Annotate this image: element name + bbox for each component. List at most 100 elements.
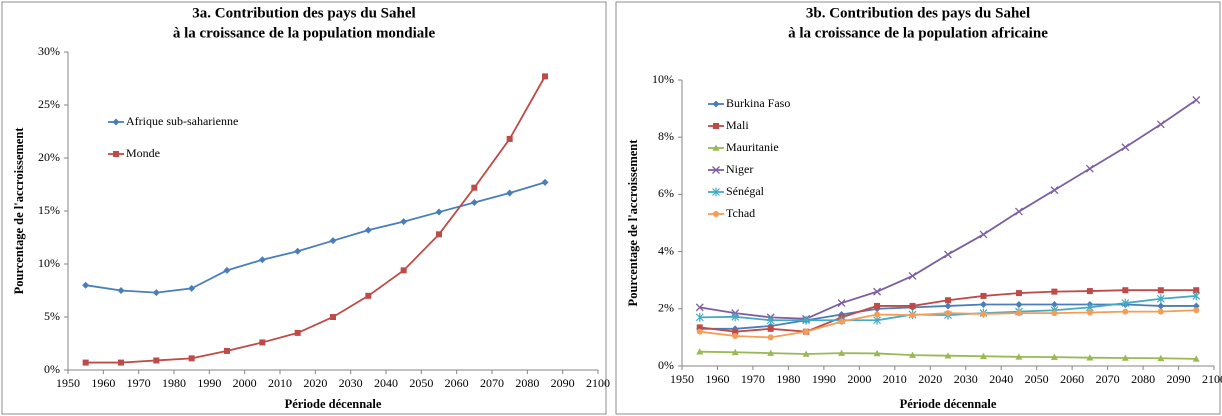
y-tick-label: 5% — [44, 309, 60, 323]
point — [188, 284, 196, 292]
point — [329, 237, 337, 245]
point — [909, 302, 916, 309]
point — [152, 289, 160, 297]
y-axis-title: Pourcentage de l'accroissement — [12, 127, 26, 295]
legend-label: Tchad — [726, 206, 755, 220]
point — [1051, 310, 1058, 317]
point — [1051, 288, 1058, 295]
point — [1086, 309, 1093, 316]
point — [1192, 291, 1201, 301]
point — [1015, 301, 1023, 309]
point — [400, 218, 408, 226]
point — [294, 329, 301, 336]
point — [696, 348, 704, 355]
point — [1122, 287, 1129, 294]
point — [1015, 310, 1022, 317]
y-tick-label: 0% — [658, 358, 674, 372]
legend-label: Mauritanie — [726, 140, 779, 154]
series-line — [85, 181, 546, 294]
point — [838, 318, 845, 325]
point — [1015, 353, 1023, 360]
point — [82, 359, 89, 366]
point — [874, 311, 881, 318]
point — [979, 230, 988, 239]
point — [1085, 164, 1094, 173]
x-tick-label: 2050 — [409, 376, 433, 390]
legend-marker — [712, 100, 720, 108]
point — [258, 256, 266, 264]
legend-marker — [713, 123, 719, 129]
point — [542, 73, 548, 80]
x-axis-title: Période décennale — [285, 397, 382, 411]
legend-label: Monde — [126, 146, 160, 160]
x-tick-label: 2080 — [515, 376, 539, 390]
point — [506, 189, 514, 197]
point — [696, 324, 703, 331]
y-tick-label: 15% — [38, 203, 60, 217]
point — [1121, 298, 1130, 308]
legend-marker — [713, 211, 719, 217]
y-tick-label: 10% — [38, 256, 60, 270]
point — [945, 297, 951, 304]
point — [731, 312, 740, 322]
x-tick-label: 1980 — [776, 372, 800, 386]
point — [470, 199, 478, 207]
point — [153, 357, 160, 364]
x-tick-label: 2040 — [374, 376, 398, 390]
x-tick-label: 1950 — [56, 376, 80, 390]
point — [980, 310, 987, 317]
panel-frame — [1, 1, 607, 415]
point — [732, 332, 739, 339]
point — [873, 349, 881, 357]
point — [224, 347, 230, 354]
point — [731, 348, 739, 356]
chart-title: 3a. Contribution des pays du Sahel — [192, 5, 415, 21]
point — [732, 328, 739, 335]
x-tick-label: 2000 — [233, 376, 257, 390]
y-axis-title: Pourcentage de l'accroissement — [626, 139, 640, 307]
point — [767, 334, 774, 341]
x-tick-label: 1970 — [741, 372, 765, 386]
point — [695, 312, 704, 322]
y-tick-label: 10% — [652, 72, 674, 86]
point — [364, 226, 372, 234]
x-tick-label: 1980 — [162, 376, 186, 390]
x-tick-label: 2100 — [1202, 372, 1222, 386]
point — [259, 339, 266, 346]
y-tick-label: 8% — [658, 129, 674, 143]
x-tick-label: 2090 — [1167, 372, 1191, 386]
point — [1086, 354, 1094, 361]
point — [945, 310, 951, 317]
point — [1050, 353, 1058, 360]
point — [1157, 302, 1165, 310]
x-tick-label: 2000 — [847, 372, 871, 386]
x-tick-label: 2030 — [954, 372, 978, 386]
point — [1193, 307, 1200, 314]
legend-marker — [712, 187, 720, 197]
x-axis-title: Période décennale — [900, 397, 997, 411]
x-tick-label: 1950 — [670, 372, 694, 386]
point — [118, 359, 124, 366]
y-tick-label: 30% — [38, 44, 60, 58]
x-tick-label: 2090 — [551, 376, 575, 390]
point — [400, 267, 407, 274]
x-tick-label: 1990 — [812, 372, 836, 386]
x-tick-label: 2020 — [918, 372, 942, 386]
y-tick-label: 4% — [658, 243, 674, 257]
legend-marker — [112, 118, 120, 126]
x-tick-label: 2060 — [445, 376, 469, 390]
point — [695, 303, 704, 312]
point — [541, 178, 549, 186]
panel: 3a. Contribution des pays du Sahel à la c… — [12, 5, 610, 410]
series-line — [85, 75, 546, 364]
x-tick-label: 2020 — [303, 376, 327, 390]
point — [1192, 302, 1200, 310]
x-tick-label: 2060 — [1060, 372, 1084, 386]
y-tick-label: 20% — [38, 150, 60, 164]
x-tick-label: 2050 — [1025, 372, 1049, 386]
legend-label: Afrique sub-saharienne — [126, 114, 238, 128]
point — [223, 266, 231, 274]
chart-title: 3b. Contribution des pays du Sahel — [806, 5, 1030, 21]
point — [909, 312, 916, 319]
point — [1015, 290, 1022, 297]
